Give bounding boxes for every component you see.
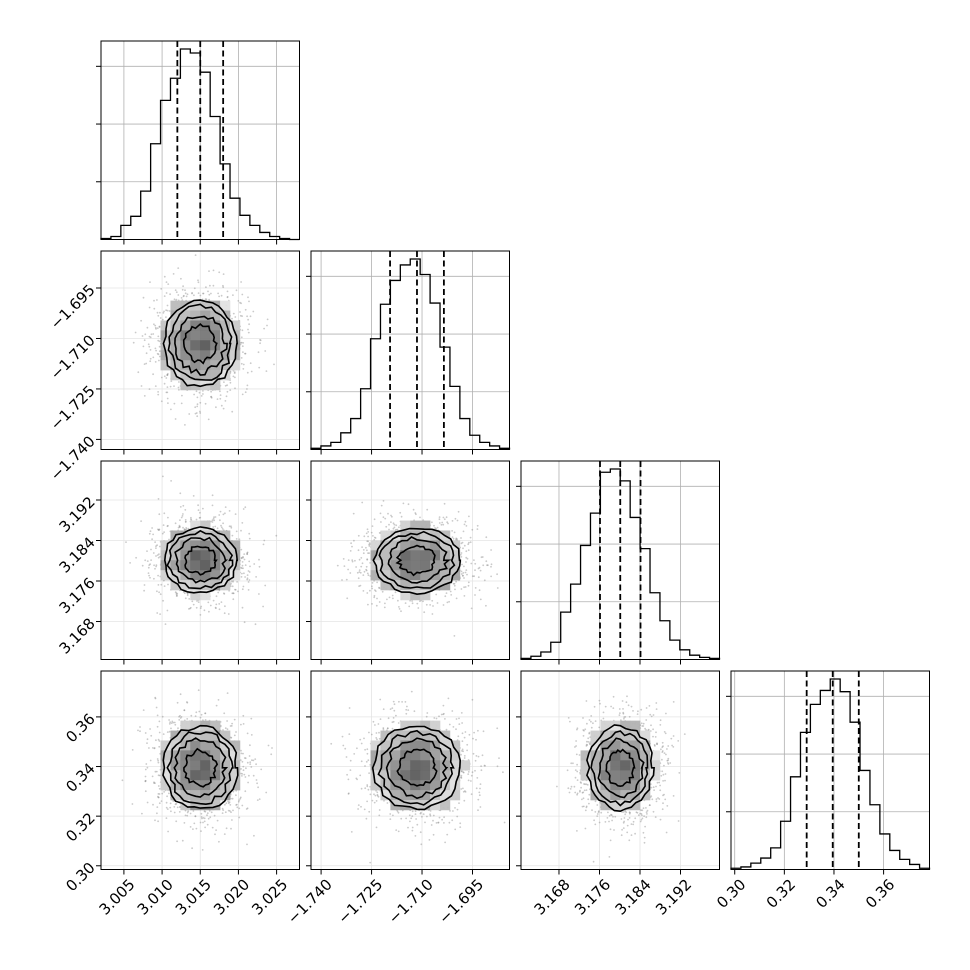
contour-3-2-1 [590, 730, 649, 807]
xtick-label-2-3: 3.192 [652, 876, 695, 919]
panel-frame [310, 250, 510, 450]
panel-frame [100, 670, 300, 870]
xtick-label-0-2: 3.015 [172, 876, 215, 919]
panel-frame [310, 460, 510, 660]
panel-frame [730, 670, 930, 870]
contour-3-2-2 [597, 737, 645, 799]
contour-3-1-2 [385, 737, 449, 800]
histogram-step-2 [520, 468, 721, 660]
panel-frame [100, 460, 300, 660]
density-panel-3-1 [306, 670, 510, 875]
density-panel-2-1 [306, 460, 510, 665]
contour-1-0-1 [167, 303, 233, 381]
density-panel-2-0 [96, 460, 300, 665]
histogram-step-1 [310, 258, 511, 450]
histogram-panel-1 [306, 250, 511, 455]
panel-frame [100, 40, 300, 240]
xtick-label-3-0: 0.30 [713, 876, 749, 912]
density-panel-3-0 [96, 670, 300, 875]
contour-2-0-3 [184, 545, 218, 576]
contour-3-2-0 [586, 724, 655, 813]
contour-3-0-0 [162, 724, 239, 809]
contour-3-2-3 [605, 748, 636, 788]
xtick-label-0-3: 3.020 [210, 876, 253, 919]
xtick-label-0-1: 3.010 [134, 876, 177, 919]
ytick-label-1-3: −1.695 [47, 281, 99, 333]
panel-frame [310, 670, 510, 870]
density-panel-1-0 [96, 250, 300, 455]
xtick-label-3-3: 0.36 [862, 876, 898, 912]
contour-2-1-3 [395, 544, 436, 577]
xtick-label-1-3: −1.695 [435, 876, 487, 928]
ytick-label-3-2: 0.34 [62, 759, 98, 795]
ytick-label-3-0: 0.30 [62, 859, 98, 895]
xtick-label-0-0: 3.005 [96, 876, 139, 919]
histogram-step-3 [730, 678, 931, 870]
contour-3-1-3 [396, 748, 438, 787]
ytick-label-3-1: 0.32 [62, 809, 98, 845]
ytick-label-3-3: 0.36 [62, 710, 98, 746]
xtick-label-3-1: 0.32 [763, 876, 799, 912]
contour-2-0-2 [174, 536, 229, 584]
histogram-panel-2 [516, 460, 721, 665]
panel-frame [100, 250, 300, 450]
contour-3-0-2 [173, 737, 229, 798]
ytick-label-2-1: 3.176 [56, 574, 99, 617]
ytick-label-2-2: 3.184 [56, 533, 99, 576]
xtick-label-1-1: −1.725 [334, 876, 386, 928]
contour-1-0-2 [174, 315, 228, 376]
contour-1-0-3 [182, 323, 218, 365]
panel-frame [520, 460, 720, 660]
ytick-label-2-3: 3.192 [56, 493, 99, 536]
xtick-label-0-4: 3.025 [248, 876, 291, 919]
ytick-label-1-2: −1.710 [47, 331, 99, 383]
xtick-label-1-0: −1.740 [284, 876, 336, 928]
xtick-label-2-0: 3.168 [531, 876, 574, 919]
contour-3-0-1 [166, 731, 234, 806]
panel-frame [520, 670, 720, 870]
ytick-label-1-0: −1.740 [47, 432, 99, 484]
ytick-label-1-1: −1.725 [47, 382, 99, 434]
contour-3-1-1 [377, 729, 455, 806]
contour-2-0-1 [166, 529, 234, 590]
xtick-label-2-1: 3.176 [571, 876, 614, 919]
density-panel-3-2 [516, 670, 720, 875]
contour-2-1-1 [378, 530, 456, 589]
contour-3-0-3 [183, 747, 219, 788]
xtick-label-3-2: 0.34 [812, 876, 848, 912]
xtick-label-2-2: 3.184 [612, 876, 655, 919]
xtick-label-1-2: −1.710 [385, 876, 437, 928]
ytick-label-2-0: 3.168 [56, 614, 99, 657]
histogram-panel-0 [96, 40, 300, 245]
histogram-panel-3 [726, 670, 931, 875]
contour-2-1-2 [387, 536, 451, 584]
